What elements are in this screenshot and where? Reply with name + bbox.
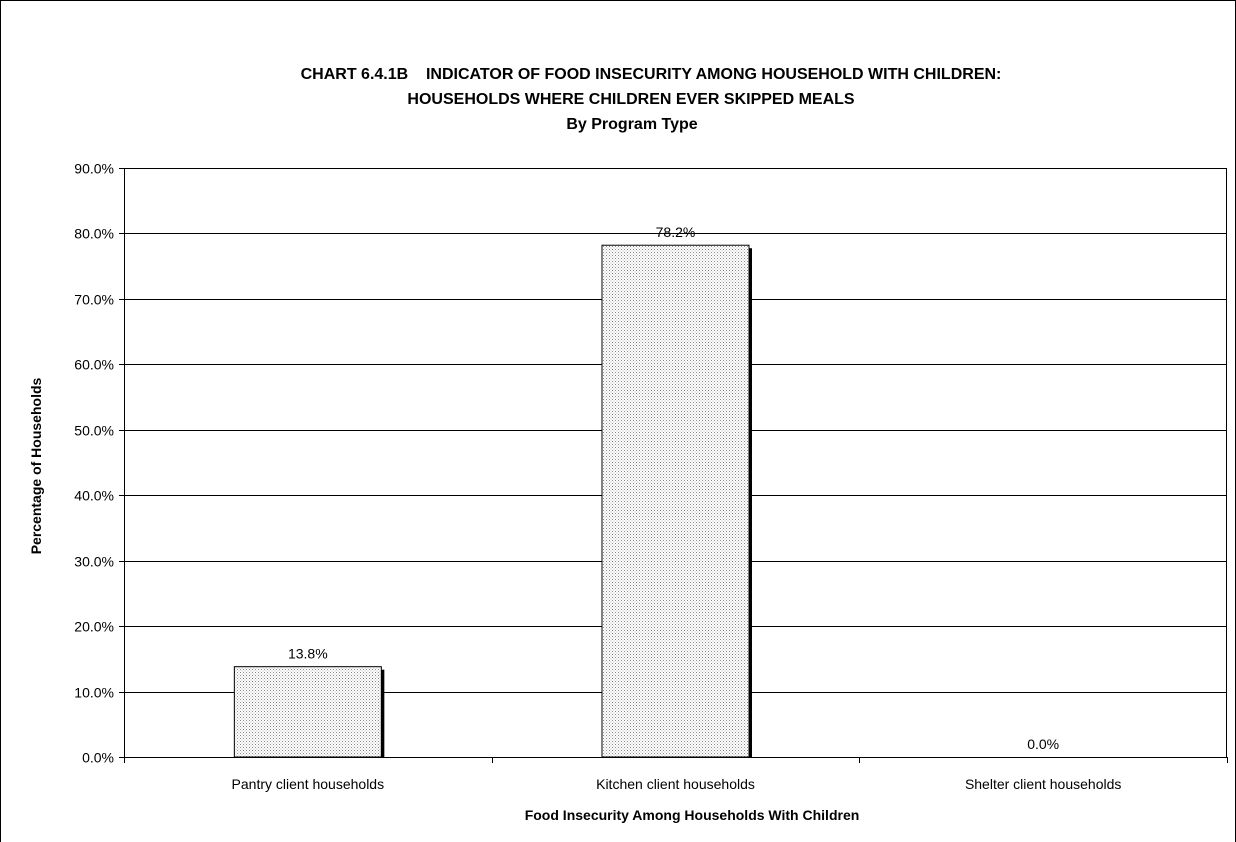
bar [601,244,750,758]
y-tick-label: 70.0% [74,292,114,308]
y-tick-label: 40.0% [74,488,114,504]
chart-title-line2: HOUSEHOLDS WHERE CHILDREN EVER SKIPPED M… [407,91,854,108]
axes [119,168,1228,763]
x-axis-title: Food Insecurity Among Households With Ch… [525,807,860,823]
x-tick-label: Pantry client households [232,776,385,792]
y-tick-label: 50.0% [74,423,114,439]
y-tick-label: 20.0% [74,619,114,635]
data-label: 78.2% [656,224,696,240]
chart-title: CHART 6.4.1B INDICATOR OF FOOD INSECURIT… [301,66,1002,83]
x-tick-label: Kitchen client households [596,776,755,792]
y-tick-label: 10.0% [74,685,114,701]
y-tick-labels: 0.0% 10.0% 20.0% 30.0% 40.0% 50.0% 60.0% 70.0% 8… [74,161,114,766]
data-labels: 13.8% 78.2% 0.0% [288,224,1059,752]
data-label: 0.0% [1027,736,1059,752]
x-tick-label: Shelter client households [965,776,1121,792]
y-tick-label: 80.0% [74,226,114,242]
y-axis-title: Percentage of Households [28,377,44,554]
bars [233,244,752,758]
y-tick-label: 30.0% [74,554,114,570]
y-tick-label: 0.0% [82,750,114,766]
y-tick-label: 90.0% [74,161,114,177]
y-tick-label: 60.0% [74,357,114,373]
chart-subtitle: By Program Type [566,116,697,133]
x-tick-labels: Pantry client households Kitchen client h… [232,776,1122,792]
bar [233,666,382,758]
data-label: 13.8% [288,646,328,662]
